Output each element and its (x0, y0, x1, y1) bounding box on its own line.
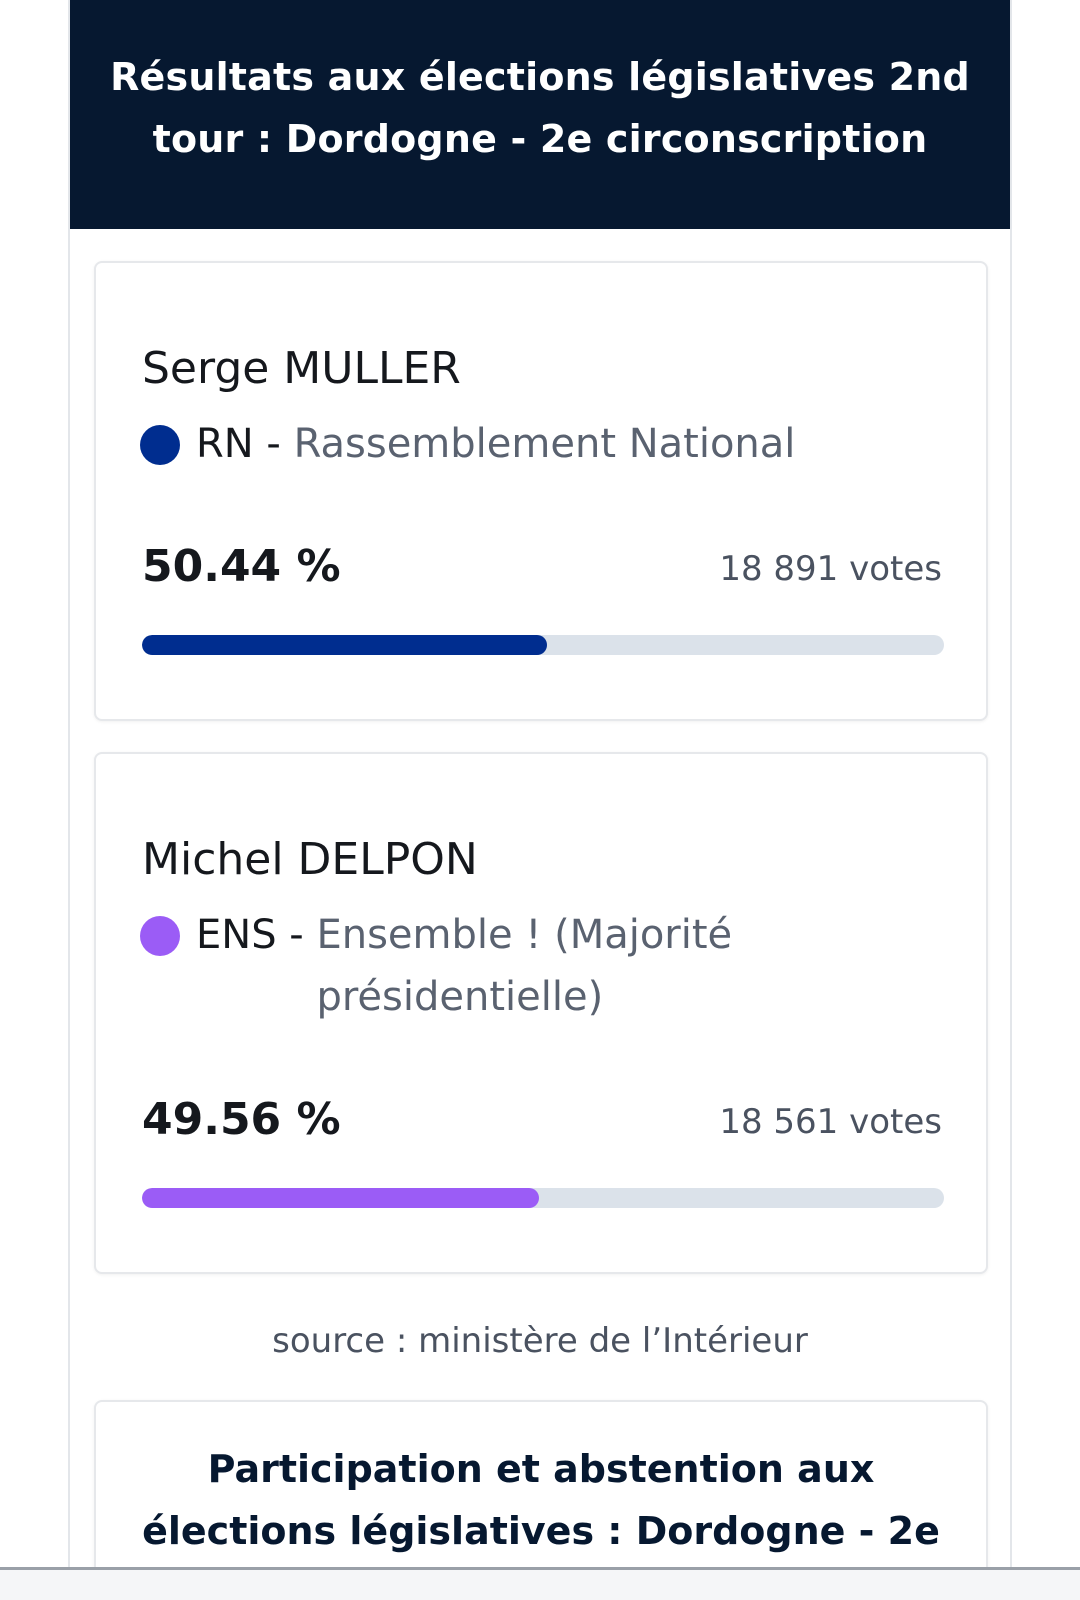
party-code: ENS (196, 912, 277, 958)
participation-card: Participation et abstention aux élection… (94, 1400, 988, 1567)
candidate-card: Serge MULLER RN - Rassemblement National… (94, 261, 988, 721)
source-note: source : ministère de l’Intérieur (272, 1321, 808, 1361)
vote-share-bar (142, 635, 944, 655)
party-name: Rassemblement National (293, 421, 796, 467)
candidate-card: Michel DELPON ENS - Ensemble ! (Majorité… (94, 752, 988, 1274)
browser-bottom-bar (0, 1567, 1080, 1600)
results-header: Résultats aux élections législatives 2nd… (70, 0, 1010, 229)
vote-count: 18 891 votes (719, 549, 942, 589)
party-color-dot-icon (140, 916, 180, 956)
vote-share-bar-fill (142, 635, 547, 655)
election-results-widget: Résultats aux élections législatives 2nd… (68, 0, 1012, 1567)
party-name: Ensemble ! (Majorité présidentielle) (316, 912, 733, 1020)
participation-title: Participation et abstention aux élection… (142, 1447, 940, 1553)
party-separator: - (276, 912, 317, 958)
party-color-dot-icon (140, 425, 180, 465)
candidate-name: Michel DELPON (142, 834, 478, 885)
vote-percentage: 50.44 % (142, 541, 341, 592)
party-row: ENS - Ensemble ! (Majorité présidentiell… (140, 904, 900, 1028)
vote-percentage: 49.56 % (142, 1094, 341, 1145)
vote-share-bar (142, 1188, 944, 1208)
candidate-name: Serge MULLER (142, 343, 461, 394)
party-code: RN (196, 421, 254, 467)
results-title: Résultats aux élections législatives 2nd… (110, 54, 970, 161)
party-row: RN - Rassemblement National (140, 413, 900, 475)
vote-count: 18 561 votes (719, 1102, 942, 1142)
vote-share-bar-fill (142, 1188, 540, 1208)
party-separator: - (253, 421, 294, 467)
